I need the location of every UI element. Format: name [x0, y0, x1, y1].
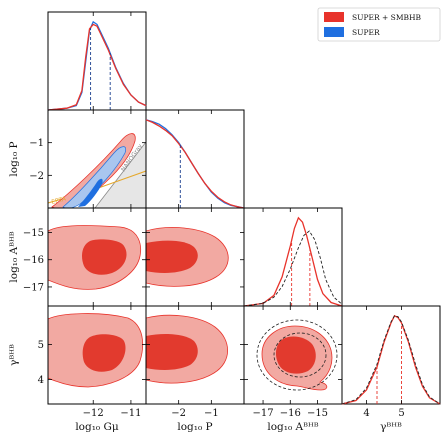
- x-tick-label: 5: [398, 408, 404, 419]
- nanograv-excluded-region: [94, 141, 146, 208]
- panel-frame: [243, 207, 343, 307]
- panel-logabhb-vs-logp: [146, 227, 229, 287]
- contour-68-super-smbhb: [82, 239, 127, 275]
- marginal-curve-dashed-log10-a-bhb: [243, 230, 343, 307]
- panel-gamma-vs-logabhb: [256, 319, 338, 391]
- contour-68-dashed: [273, 332, 327, 378]
- contour-95-dashed: [256, 319, 338, 391]
- panel-gamma-vs-loggmu: [48, 313, 144, 388]
- x-tick-label: −12: [83, 408, 104, 419]
- legend-label-super: SUPER: [352, 28, 380, 37]
- y-tick-label: −1: [29, 138, 44, 149]
- panel-marginal-gamma: [341, 305, 441, 405]
- legend-label-super-smbhb: SUPER + SMBHB: [352, 13, 422, 22]
- contour-68-super-smbhb: [275, 336, 316, 374]
- contour-95-super: [62, 146, 127, 208]
- contour-68-super-smbhb: [82, 334, 126, 372]
- panel-marginal-logabhb: [243, 207, 343, 307]
- panel-logabhb-vs-loggmu: [48, 225, 141, 290]
- marginal-curve-super-log10-p: [145, 119, 245, 209]
- y-axis-label: log₁₀ P: [8, 141, 20, 176]
- x-tick-label: −16: [280, 408, 301, 419]
- x-axis-label: log₁₀ Aᴮᴴᴮ: [267, 421, 318, 433]
- x-axis-label: log₁₀ Gμ: [75, 421, 119, 433]
- panel-marginal-logp: [145, 109, 245, 209]
- x-axis-label: log₁₀ P: [177, 421, 212, 433]
- contour-68-super-smbhb: [146, 333, 198, 370]
- legend-swatch-super-smbhb: [324, 12, 344, 22]
- x-tick-label: −15: [307, 408, 328, 419]
- y-tick-label: −2: [29, 171, 44, 182]
- panel-gamma-vs-logp: [146, 314, 228, 384]
- panel-logp-vs-loggmu: EPTA NANOGrav: [48, 133, 146, 208]
- y-axis-label: log₁₀ Aᴮᴴᴮ: [8, 231, 20, 282]
- y-tick-label: −15: [23, 228, 44, 239]
- marginal-curve-super-smbhb-log10-g-mu: [47, 23, 147, 111]
- panel-frame: [341, 305, 441, 405]
- marginal-curve-super-log10-g-mu: [47, 20, 147, 111]
- panel-marginal-log10-gmu: [47, 11, 147, 111]
- legend: SUPER + SMBHB SUPER: [317, 7, 441, 42]
- contour-68-super: [78, 178, 103, 207]
- marginal-curve-super-smbhb-log10-a-bhb: [243, 216, 343, 307]
- y-tick-label: 4: [38, 375, 44, 386]
- y-tick-label: 5: [38, 340, 44, 351]
- y-axis-label: γᴮᴴᴮ: [8, 344, 20, 366]
- y-tick-label: −16: [23, 255, 44, 266]
- x-tick-label: −1: [204, 408, 219, 419]
- x-tick-label: −11: [120, 408, 141, 419]
- y-tick-label: −17: [23, 282, 44, 293]
- x-tick-label: 4: [363, 408, 369, 419]
- legend-frame: [317, 7, 441, 42]
- x-tick-label: −17: [253, 408, 274, 419]
- marginal-curve-super-smbhb-gamma-bhb: [341, 314, 441, 405]
- marginal-curve-dashed-gamma-bhb: [341, 315, 441, 405]
- contour-68-super-smbhb: [146, 240, 198, 273]
- annotation-epta: EPTA: [51, 195, 68, 206]
- x-tick-label: −2: [171, 408, 186, 419]
- legend-swatch-super: [324, 27, 344, 37]
- marginal-curve-super-smbhb-log10-p: [145, 119, 245, 209]
- x-axis-label: γᴮᴴᴮ: [380, 421, 402, 433]
